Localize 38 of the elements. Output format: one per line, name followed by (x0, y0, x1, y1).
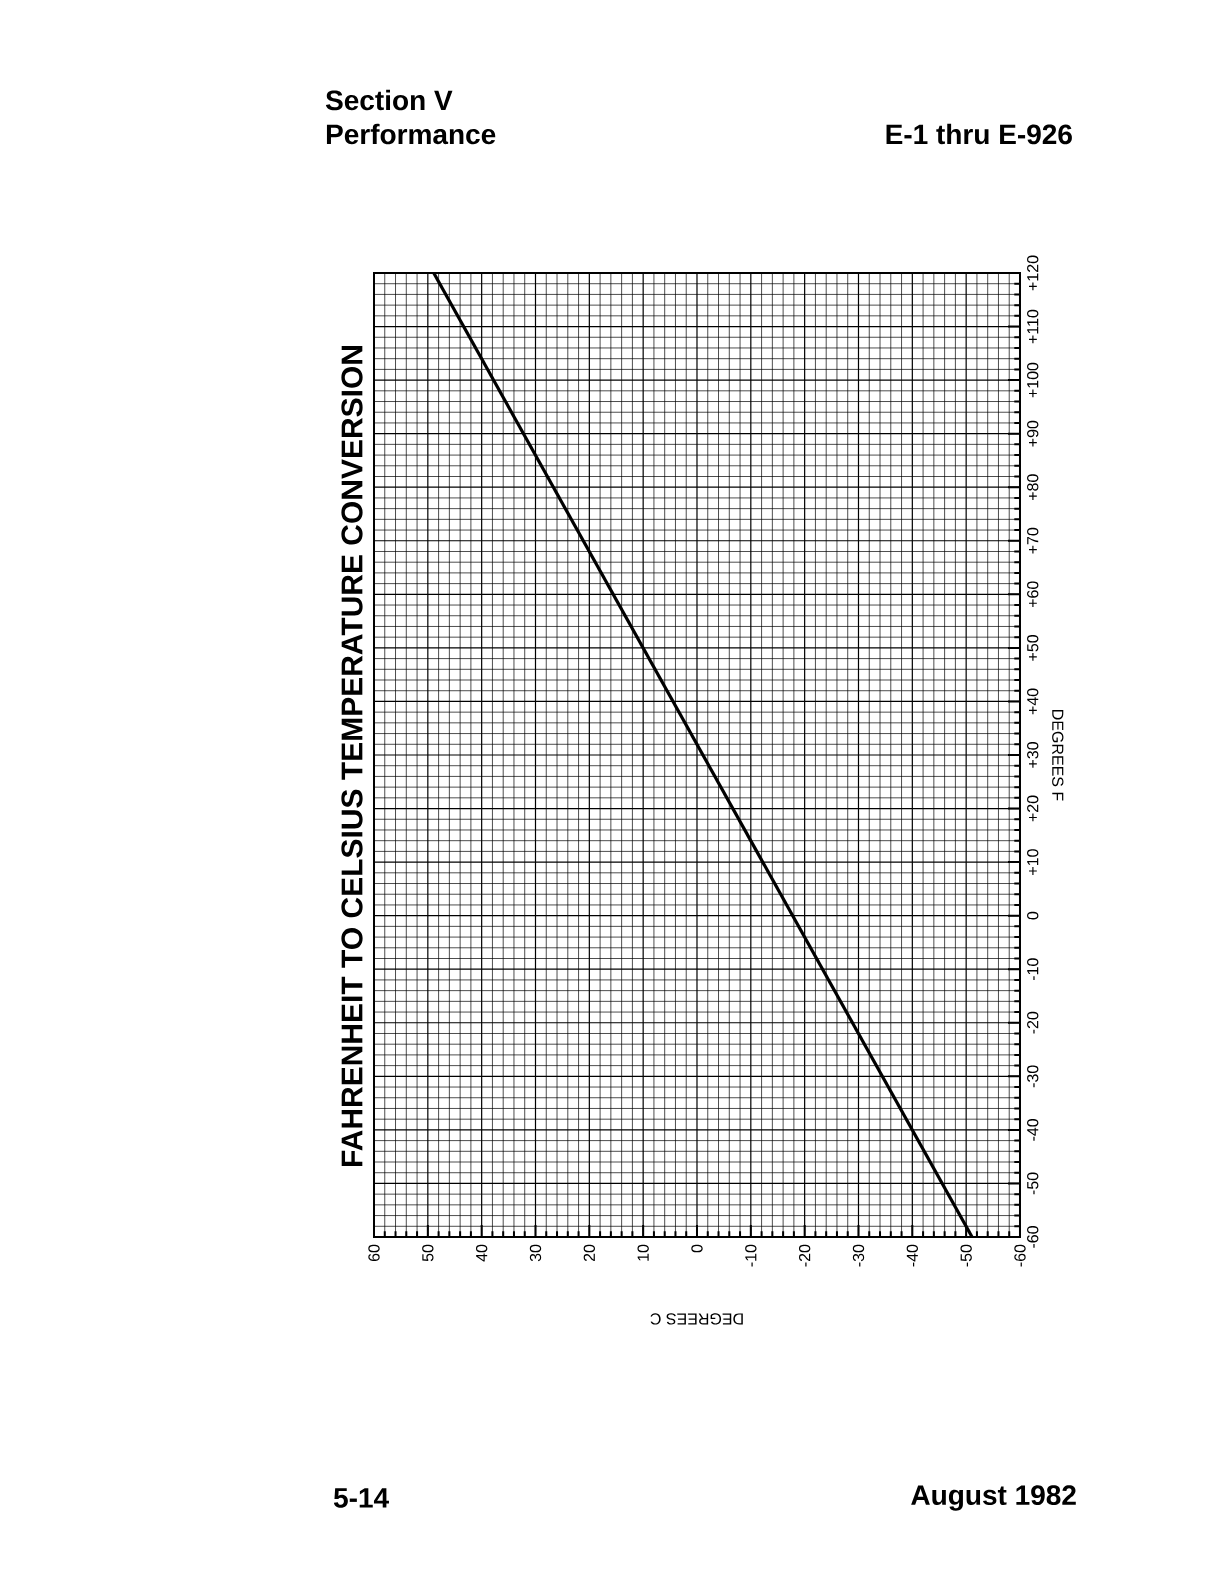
text: Performance (326, 123, 496, 145)
y-axis-title: DEGREES F (1052, 710, 1064, 801)
x-tick-label: -20 (799, 1244, 811, 1267)
y-tick-label: -20 (1027, 1011, 1039, 1034)
y-tick-label: +90 (1027, 420, 1039, 447)
y-tick-label: 0 (1027, 911, 1039, 920)
y-tick-label: -50 (1027, 1172, 1039, 1195)
y-tick-label: +60 (1027, 581, 1039, 608)
x-tick-label: 30 (529, 1244, 542, 1262)
x-tick-label: -10 (745, 1244, 757, 1267)
text: E-1 thru E-926 (886, 123, 1072, 145)
x-tick-label: 10 (637, 1244, 649, 1261)
x-tick-label: -50 (960, 1244, 972, 1267)
text: FAHRENHEIT TO CELSIUS TEMPERATURE CONVERSION (341, 346, 363, 1166)
text: Section V (325, 89, 453, 111)
x-tick-label: 50 (422, 1244, 434, 1262)
x-tick-label: 60 (368, 1244, 380, 1262)
y-tick-label: +30 (1027, 742, 1039, 768)
y-tick-label: -40 (1027, 1118, 1039, 1141)
y-tick-label: +70 (1027, 527, 1039, 554)
y-tick-label: +20 (1027, 795, 1039, 822)
y-tick-label: +10 (1027, 849, 1039, 875)
y-tick-label: +120 (1027, 255, 1039, 291)
y-tick-label: -10 (1027, 958, 1039, 981)
x-tick-label: 40 (476, 1244, 488, 1262)
y-tick-label: -30 (1027, 1065, 1039, 1088)
x-tick-label: 20 (583, 1244, 595, 1262)
text: August 1982 (911, 1485, 1076, 1511)
x-tick-label: -40 (906, 1244, 918, 1267)
y-tick-label: +50 (1027, 634, 1039, 661)
x-tick-label: 0 (691, 1244, 703, 1253)
x-tick-label: -30 (852, 1244, 865, 1267)
y-tick-label: +100 (1027, 362, 1039, 398)
y-tick-label: +110 (1027, 309, 1039, 344)
x-axis-title: DEGREES C (650, 1313, 743, 1325)
y-tick-label: +80 (1027, 474, 1039, 500)
text: 5-14 (333, 1488, 389, 1508)
y-tick-label: +40 (1027, 688, 1039, 715)
